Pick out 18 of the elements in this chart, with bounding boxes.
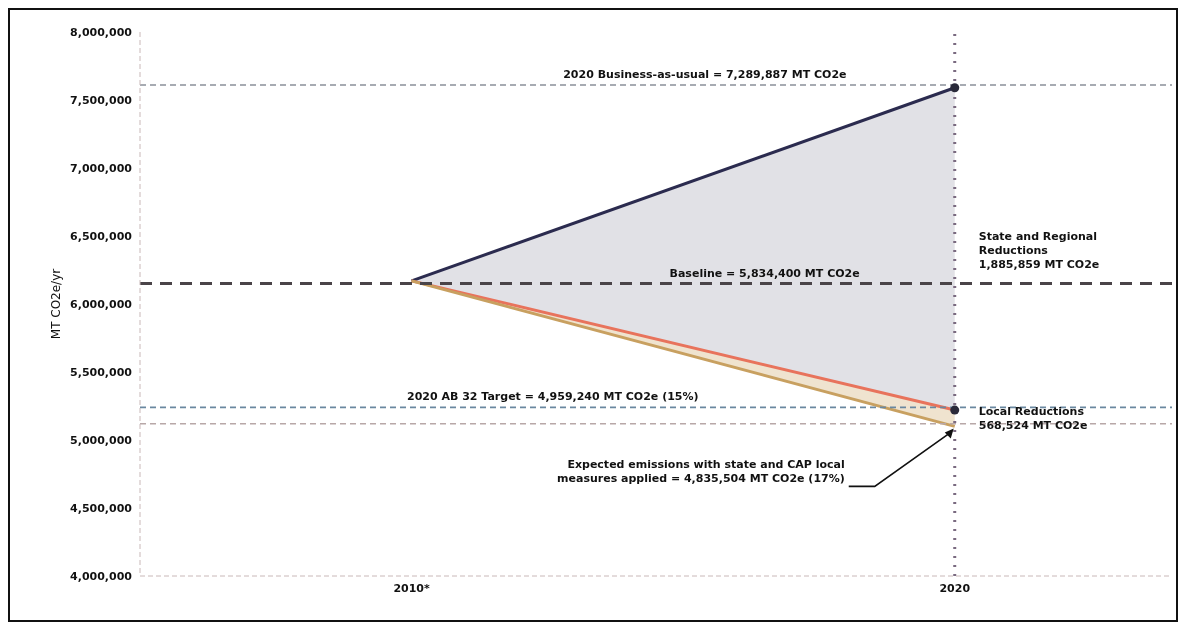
y-tick-label: 6,500,000 bbox=[70, 229, 133, 243]
y-tick-label: 8,000,000 bbox=[70, 25, 133, 39]
y-tick-label: 4,500,000 bbox=[70, 501, 133, 515]
annotation: State and Regional Reductions 1,885,859 MT CO2e bbox=[978, 229, 1100, 271]
x-tick-label: 2010* bbox=[393, 581, 431, 595]
annotation: 2020 AB 32 Target = 4,959,240 MT CO2e (15%) bbox=[407, 390, 699, 404]
annotation: 2020 Business-as-usual = 7,289,887 MT CO2e bbox=[563, 68, 847, 82]
annotation: Expected emissions with state and CAP local measures applied = 4,835,504 MT CO2e (17%) bbox=[557, 458, 845, 486]
y-axis-title: MT CO2e/yr bbox=[49, 268, 64, 340]
y-tick-label: 7,000,000 bbox=[70, 161, 133, 175]
annotation: Local Reductions 568,524 MT CO2e bbox=[978, 405, 1088, 433]
y-tick-label: 5,500,000 bbox=[70, 365, 133, 379]
x-tick-label: 2020 bbox=[939, 581, 971, 595]
y-tick-label: 4,000,000 bbox=[70, 569, 133, 583]
y-tick-label: 7,500,000 bbox=[70, 93, 133, 107]
annotation: Baseline = 5,834,400 MT CO2e bbox=[669, 266, 860, 280]
y-tick-label: 6,000,000 bbox=[70, 297, 133, 311]
y-tick-label: 5,000,000 bbox=[70, 433, 133, 447]
